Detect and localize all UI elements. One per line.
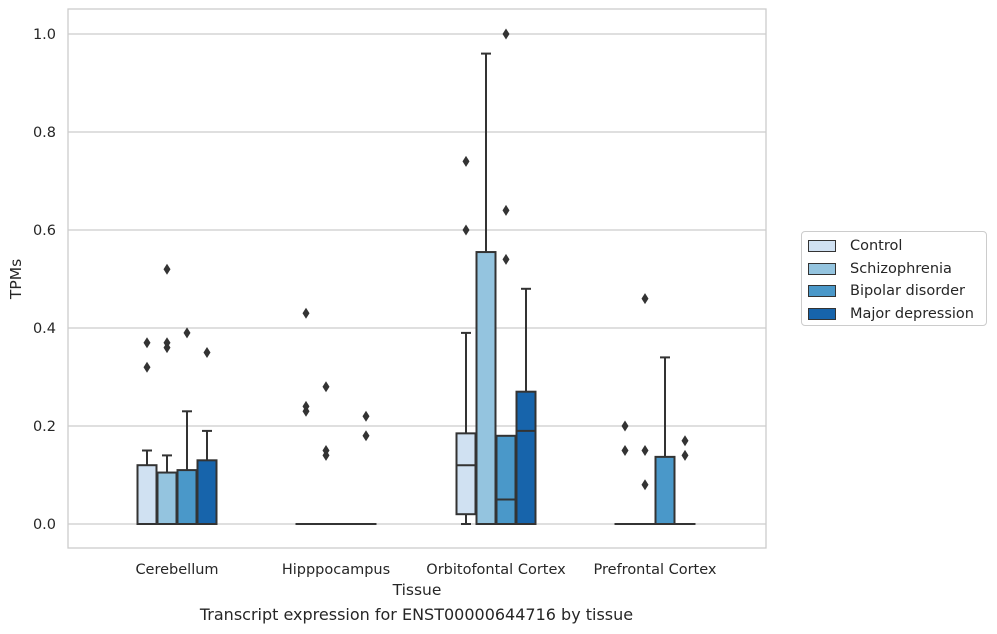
outlier-point (163, 263, 171, 275)
box-body (475, 251, 497, 526)
legend-label: Bipolar disorder (850, 283, 965, 300)
box-body (136, 464, 158, 526)
box-control-1 (295, 307, 317, 526)
box-body (654, 455, 676, 525)
outlier-point (203, 347, 211, 358)
y-tick-label: 0.6 (33, 223, 56, 239)
outlier-point (143, 337, 151, 349)
outlier-point (143, 361, 151, 373)
legend-label: Schizophrenia (850, 260, 952, 277)
x-tick-label: Prefrontal Cortex (594, 562, 717, 578)
box-bipolar-disorder-2 (495, 28, 517, 525)
y-axis-ticks: 0.0 0.2 0.4 0.6 0.8 1.0 (33, 27, 56, 533)
outlier-point (641, 479, 649, 491)
outlier-point (681, 449, 689, 461)
outlier-point (621, 445, 629, 456)
y-tick-label: 1.0 (33, 27, 56, 43)
legend-label: Major depression (850, 305, 974, 322)
x-tick-label: Cerebellum (135, 562, 218, 578)
box-body (495, 434, 517, 525)
outlier-point (502, 28, 510, 40)
outlier-point (462, 224, 470, 236)
box-major-depression-1 (355, 410, 377, 526)
box-major-depression-2 (515, 287, 537, 526)
y-tick-label: 0.4 (33, 321, 56, 337)
legend-swatch (808, 262, 836, 275)
box-control-3 (614, 420, 636, 526)
boxes (136, 28, 696, 526)
legend-swatch (808, 240, 836, 253)
box-body (196, 459, 218, 525)
outlier-point (183, 327, 191, 339)
y-tick-label: 0.0 (33, 517, 56, 533)
box-schizophrenia-3 (634, 293, 656, 526)
outlier-point (302, 307, 310, 319)
legend-item: Bipolar disorder (808, 280, 986, 303)
box-control-0 (136, 337, 158, 526)
box-body (455, 432, 477, 516)
outlier-point (681, 435, 689, 447)
box-schizophrenia-2 (475, 52, 497, 526)
legend: Control Schizophrenia Bipolar disorder Majo… (801, 231, 987, 326)
outlier-point (641, 293, 649, 305)
outlier-point (502, 253, 510, 265)
box-bipolar-disorder-3 (654, 356, 676, 525)
box-schizophrenia-0 (156, 263, 178, 525)
legend-swatch (808, 307, 836, 320)
x-axis-ticks: Cerebellum Hipppocampus Orbitofontal Corte… (135, 562, 716, 578)
y-tick-label: 0.8 (33, 125, 56, 141)
outlier-point (302, 400, 310, 412)
chart-title: Transcript expression for ENST0000064471… (199, 605, 634, 624)
box-body (176, 469, 198, 526)
x-axis-label: Tissue (392, 581, 442, 599)
x-tick-label: Hipppocampus (282, 562, 390, 578)
box-schizophrenia-1 (315, 381, 337, 526)
box-body (156, 471, 178, 525)
box-major-depression-3 (674, 435, 696, 526)
outlier-point (621, 420, 629, 432)
outlier-point (641, 445, 649, 456)
outlier-point (462, 155, 470, 167)
gridlines (68, 33, 766, 525)
legend-item: Major depression (808, 303, 986, 326)
outlier-point (362, 430, 370, 442)
box-body (515, 390, 537, 526)
legend-item: Control (808, 235, 986, 258)
outlier-point (322, 381, 330, 393)
y-axis-label: TPMs (7, 259, 25, 300)
y-tick-label: 0.2 (33, 419, 56, 435)
legend-swatch (808, 285, 836, 298)
outlier-point (163, 337, 171, 349)
box-control-2 (455, 155, 477, 525)
outlier-point (322, 445, 330, 456)
legend-label: Control (850, 238, 903, 255)
outlier-point (502, 204, 510, 216)
legend-item: Schizophrenia (808, 258, 986, 281)
x-tick-label: Orbitofontal Cortex (426, 562, 566, 578)
plot-frame (67, 8, 767, 549)
outlier-point (362, 410, 370, 422)
box-major-depression-0 (196, 347, 218, 525)
